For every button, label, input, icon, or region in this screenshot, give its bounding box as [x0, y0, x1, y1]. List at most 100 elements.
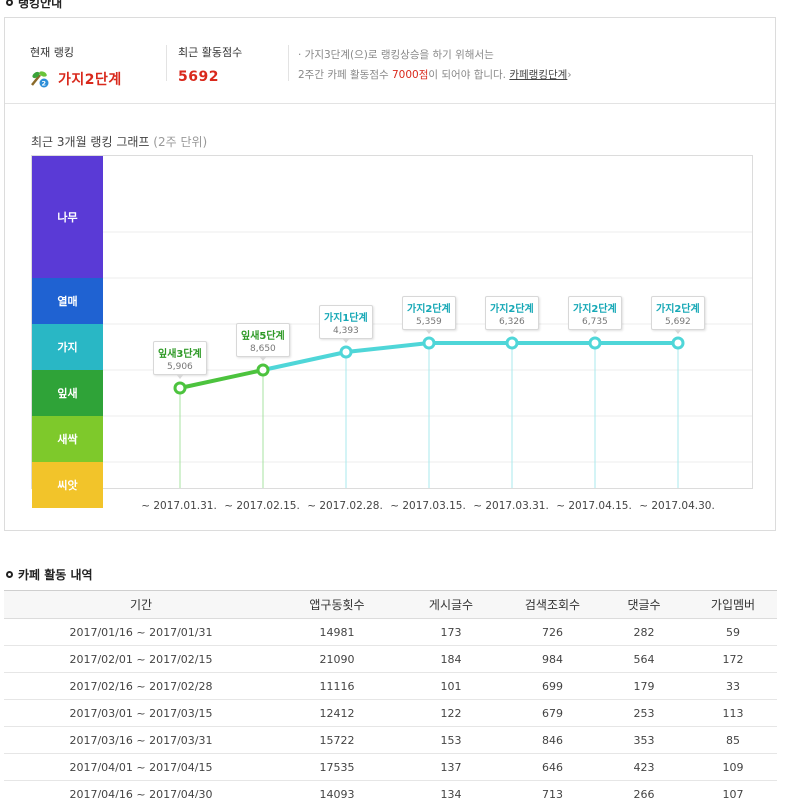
- table-cell: 266: [599, 780, 689, 798]
- point-label-6: 가지2단계 5,692: [651, 296, 705, 334]
- table-cell: 679: [506, 699, 599, 727]
- column-header-3: 검색조회수: [506, 590, 599, 619]
- table-row: 2017/01/16 ~ 2017/01/31 14981 173 726 282 59: [4, 618, 777, 646]
- table-cell: 14981: [278, 618, 396, 646]
- table-row: 2017/03/16 ~ 2017/03/31 15722 153 846 353 85: [4, 726, 777, 754]
- table-cell: 109: [689, 753, 777, 781]
- stage-band-2: 가지: [32, 324, 103, 370]
- table-cell: 14093: [278, 780, 396, 798]
- stage-band-1: 열매: [32, 278, 103, 324]
- point-stage-label-3: 가지2단계: [407, 304, 451, 315]
- required-score: 7000점: [391, 69, 429, 81]
- series-segment-1: [262, 350, 347, 372]
- table-cell: 2017/03/16 ~ 2017/03/31: [4, 726, 278, 754]
- table-cell: 184: [396, 645, 506, 673]
- bullet-icon: [6, 571, 13, 578]
- table-cell: 2017/04/01 ~ 2017/04/15: [4, 753, 278, 781]
- table-cell: 17535: [278, 753, 396, 781]
- table-cell: 2017/03/01 ~ 2017/03/15: [4, 699, 278, 727]
- data-point-2: [339, 345, 353, 359]
- table-cell: 984: [506, 645, 599, 673]
- ranking-graph: 나무 열매 가지 잎새 새싹 씨앗 잎새3단계 5,906 잎새5단계 8,650 가지1단계 4,3…: [31, 155, 753, 508]
- x-tick-label-4: ~ 2017.03.31.: [473, 500, 549, 512]
- table-cell: 59: [689, 618, 777, 646]
- data-point-5: [588, 336, 602, 350]
- stage-band-0: 나무: [32, 156, 103, 278]
- point-stage-label-6: 가지2단계: [656, 304, 700, 315]
- stage-band-3: 잎새: [32, 370, 103, 416]
- table-cell: 11116: [278, 672, 396, 700]
- table-cell: 2017/02/01 ~ 2017/02/15: [4, 645, 278, 673]
- table-cell: 646: [506, 753, 599, 781]
- table-cell: 2017/04/16 ~ 2017/04/30: [4, 780, 278, 798]
- activity-section-title: 카페 활동 내역: [6, 566, 93, 583]
- table-cell: 15722: [278, 726, 396, 754]
- column-header-0: 기간: [4, 590, 278, 619]
- table-row: 2017/02/01 ~ 2017/02/15 21090 184 984 564 172: [4, 645, 777, 673]
- recent-score-value: 5692: [178, 69, 219, 85]
- svg-text:2: 2: [41, 80, 46, 88]
- data-point-6: [671, 336, 685, 350]
- point-value-label-1: 8,650: [250, 344, 276, 354]
- rank-up-notice: · 가지3단계(으)로 랭킹상승을 하기 위해서는 2주간 카페 활동점수 70…: [298, 49, 572, 81]
- table-cell: 21090: [278, 645, 396, 673]
- point-label-0: 잎새3단계 5,906: [153, 341, 207, 379]
- data-point-3: [422, 336, 436, 350]
- table-row: 2017/04/01 ~ 2017/04/15 17535 137 646 423 109: [4, 753, 777, 781]
- point-value-label-4: 6,326: [499, 317, 525, 327]
- series-segment-0: [179, 368, 264, 390]
- current-rank-value: 가지2단계: [58, 72, 122, 88]
- data-point-0: [173, 381, 187, 395]
- table-cell: 253: [599, 699, 689, 727]
- point-stage-label-0: 잎새3단계: [158, 349, 202, 360]
- point-label-5: 가지2단계 6,735: [568, 296, 622, 334]
- table-cell: 726: [506, 618, 599, 646]
- ranking-section-title: 랭킹안내: [6, 0, 62, 11]
- point-stage-label-4: 가지2단계: [490, 304, 534, 315]
- activity-table: 기간 앱구동횟수 게시글수 검색조회수 댓글수 가입멤버 2017/01/16 ~ 201…: [4, 590, 777, 798]
- table-cell: 173: [396, 618, 506, 646]
- table-cell: 85: [689, 726, 777, 754]
- table-cell: 353: [599, 726, 689, 754]
- table-cell: 2017/02/16 ~ 2017/02/28: [4, 672, 278, 700]
- graph-title: 최근 3개월 랭킹 그래프 (2주 단위): [31, 135, 208, 149]
- point-label-4: 가지2단계 6,326: [485, 296, 539, 334]
- point-value-label-2: 4,393: [333, 326, 359, 336]
- x-tick-label-0: ~ 2017.01.31.: [141, 500, 217, 512]
- point-value-label-6: 5,692: [665, 317, 691, 327]
- point-value-label-5: 6,735: [582, 317, 608, 327]
- table-cell: 153: [396, 726, 506, 754]
- table-cell: 113: [689, 699, 777, 727]
- bullet-icon: [6, 0, 13, 6]
- point-label-1: 잎새5단계 8,650: [236, 323, 290, 361]
- x-tick-label-6: ~ 2017.04.30.: [639, 500, 715, 512]
- table-cell: 699: [506, 672, 599, 700]
- table-cell: 12412: [278, 699, 396, 727]
- x-tick-label-1: ~ 2017.02.15.: [224, 500, 300, 512]
- branch-rank-icon: 2: [31, 71, 49, 88]
- table-cell: 2017/01/16 ~ 2017/01/31: [4, 618, 278, 646]
- table-cell: 107: [689, 780, 777, 798]
- point-value-label-3: 5,359: [416, 317, 442, 327]
- cafe-rank-stage-link[interactable]: 카페랭킹단계: [509, 69, 568, 81]
- ranking-line-chart: [103, 231, 752, 488]
- x-tick-label-5: ~ 2017.04.15.: [556, 500, 632, 512]
- point-label-2: 가지1단계 4,393: [319, 305, 373, 343]
- column-header-4: 댓글수: [599, 590, 689, 619]
- point-label-3: 가지2단계 5,359: [402, 296, 456, 334]
- recent-score: 최근 활동점수 5692: [178, 46, 243, 85]
- table-cell: 179: [599, 672, 689, 700]
- table-cell: 101: [396, 672, 506, 700]
- table-row: 2017/03/01 ~ 2017/03/15 12412 122 679 253 113: [4, 699, 777, 727]
- ranking-summary: 현재 랭킹 2 가지2단계 최근 활동점수 5692 · 가지3단계(으)로 랭…: [5, 18, 775, 104]
- x-tick-label-2: ~ 2017.02.28.: [307, 500, 383, 512]
- table-cell: 846: [506, 726, 599, 754]
- table-cell: 423: [599, 753, 689, 781]
- table-cell: 564: [599, 645, 689, 673]
- point-value-label-0: 5,906: [167, 362, 193, 372]
- table-cell: 282: [599, 618, 689, 646]
- x-tick-label-3: ~ 2017.03.15.: [390, 500, 466, 512]
- table-cell: 713: [506, 780, 599, 798]
- point-stage-label-1: 잎새5단계: [241, 331, 285, 342]
- table-cell: 172: [689, 645, 777, 673]
